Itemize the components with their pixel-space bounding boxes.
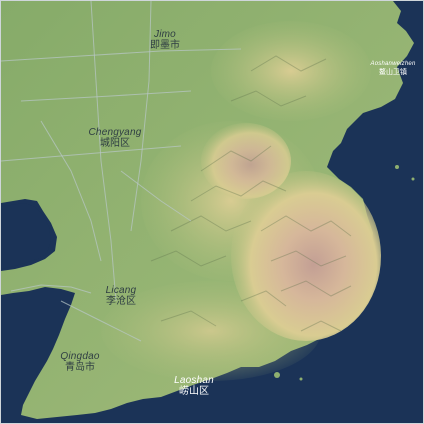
jiaozhou-bay	[1, 203, 51, 269]
island	[299, 377, 303, 381]
laoshan-massif	[231, 171, 381, 341]
label-laoshan-zh: 崂山区	[179, 386, 209, 397]
label-qingdao: Qingdao 青岛市	[53, 351, 107, 374]
label-chengyang: Chengyang 城阳区	[83, 127, 147, 150]
label-chengyang-en: Chengyang	[88, 127, 142, 138]
label-aoshanweizhen-zh: 鳌山卫镇	[379, 68, 407, 76]
label-jimo-zh: 即墨市	[150, 40, 180, 51]
label-chengyang-zh: 城阳区	[100, 138, 130, 149]
label-licang: Licang 李沧区	[97, 285, 145, 308]
label-aoshanweizhen-en: Aoshanweizhen	[370, 61, 416, 67]
central-peaks	[201, 123, 291, 199]
road-network	[1, 1, 242, 342]
relief-texture	[150, 55, 352, 332]
label-qingdao-en: Qingdao	[60, 351, 100, 362]
hills-north	[211, 21, 371, 121]
label-licang-en: Licang	[105, 285, 137, 296]
island	[395, 165, 399, 169]
island	[274, 372, 280, 378]
island	[411, 177, 415, 181]
label-aoshanweizhen: Aoshanweizhen 鳌山卫镇	[367, 61, 419, 76]
label-qingdao-zh: 青岛市	[65, 362, 95, 373]
label-laoshan-en: Laoshan	[174, 375, 214, 386]
label-jimo: Jimo 即墨市	[143, 29, 187, 52]
label-jimo-en: Jimo	[154, 29, 176, 40]
label-laoshan: Laoshan 崂山区	[169, 375, 219, 398]
label-licang-zh: 李沧区	[106, 296, 136, 307]
